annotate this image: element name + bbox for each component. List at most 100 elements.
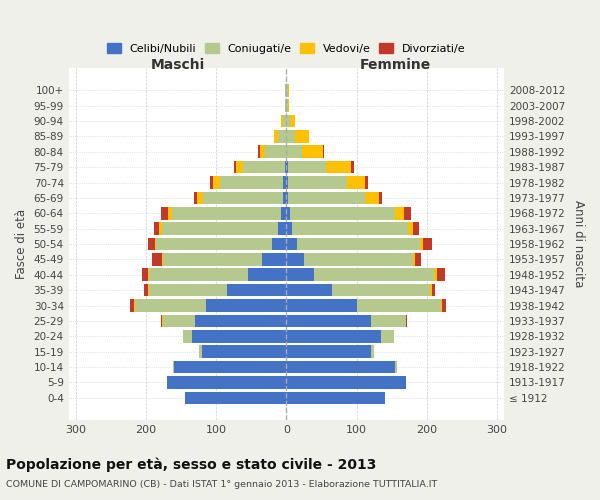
Bar <box>134 299 136 312</box>
Bar <box>356 299 441 312</box>
Bar <box>220 176 283 189</box>
Bar <box>278 130 286 142</box>
Bar <box>290 207 395 220</box>
Bar <box>395 361 397 374</box>
Bar <box>286 314 371 327</box>
Bar <box>437 268 445 281</box>
Bar <box>286 207 290 220</box>
Bar <box>262 253 286 266</box>
Bar <box>235 161 236 173</box>
Bar <box>161 207 169 220</box>
Bar <box>302 146 323 158</box>
Bar <box>365 192 379 204</box>
Bar <box>413 222 419 235</box>
Bar <box>163 253 262 266</box>
Bar <box>288 192 365 204</box>
Bar <box>248 268 286 281</box>
Bar <box>278 222 286 235</box>
Bar <box>197 192 203 204</box>
Bar <box>434 268 437 281</box>
Bar <box>258 146 260 158</box>
Bar <box>210 176 213 189</box>
Bar <box>148 238 155 250</box>
Bar <box>283 176 286 189</box>
Bar <box>292 222 408 235</box>
Bar <box>419 238 423 250</box>
Bar <box>163 314 195 327</box>
Bar <box>371 346 374 358</box>
Bar <box>295 130 309 142</box>
Bar <box>286 146 302 158</box>
Bar <box>286 192 288 204</box>
Bar <box>286 222 292 235</box>
Bar <box>286 161 288 173</box>
Bar <box>290 114 295 128</box>
Bar <box>272 238 286 250</box>
Bar <box>162 314 163 327</box>
Bar <box>286 238 297 250</box>
Bar <box>351 161 354 173</box>
Bar <box>297 238 419 250</box>
Bar <box>149 284 227 296</box>
Bar <box>323 146 324 158</box>
Y-axis label: Fasce di età: Fasce di età <box>15 209 28 279</box>
Bar <box>142 268 148 281</box>
Bar <box>169 207 172 220</box>
Bar <box>185 392 286 404</box>
Bar <box>286 114 290 128</box>
Bar <box>286 346 371 358</box>
Bar <box>194 192 197 204</box>
Bar <box>172 207 281 220</box>
Bar <box>406 314 407 327</box>
Bar <box>161 314 162 327</box>
Bar <box>145 284 148 296</box>
Bar <box>173 361 174 374</box>
Bar <box>288 161 326 173</box>
Bar <box>286 268 314 281</box>
Bar <box>265 146 286 158</box>
Bar <box>159 222 162 235</box>
Bar <box>195 314 286 327</box>
Bar <box>283 114 286 128</box>
Bar <box>286 330 381 342</box>
Bar <box>157 238 272 250</box>
Bar <box>281 114 283 128</box>
Bar <box>288 176 347 189</box>
Bar <box>285 161 286 173</box>
Bar <box>174 361 286 374</box>
Bar <box>285 100 286 112</box>
Bar <box>285 84 286 96</box>
Bar <box>423 238 431 250</box>
Bar <box>162 253 163 266</box>
Bar <box>286 284 332 296</box>
Bar <box>202 346 286 358</box>
Bar <box>431 284 435 296</box>
Bar <box>243 161 285 173</box>
Bar <box>430 284 431 296</box>
Bar <box>365 176 368 189</box>
Bar <box>288 84 289 96</box>
Bar <box>149 268 248 281</box>
Bar <box>227 284 286 296</box>
Bar <box>286 130 295 142</box>
Bar <box>154 222 159 235</box>
Bar <box>326 161 351 173</box>
Bar <box>199 346 202 358</box>
Bar <box>148 268 149 281</box>
Bar <box>148 284 149 296</box>
Bar <box>441 299 442 312</box>
Bar <box>288 100 289 112</box>
Bar <box>286 100 288 112</box>
Bar <box>155 238 157 250</box>
Bar <box>152 253 162 266</box>
Text: Popolazione per età, sesso e stato civile - 2013: Popolazione per età, sesso e stato civil… <box>6 458 376 472</box>
Bar <box>191 330 286 342</box>
Bar <box>314 268 434 281</box>
Bar <box>286 392 385 404</box>
Bar <box>260 146 265 158</box>
Bar <box>274 130 278 142</box>
Bar <box>415 253 421 266</box>
Bar <box>203 192 283 204</box>
Bar <box>381 330 394 342</box>
Bar <box>283 192 286 204</box>
